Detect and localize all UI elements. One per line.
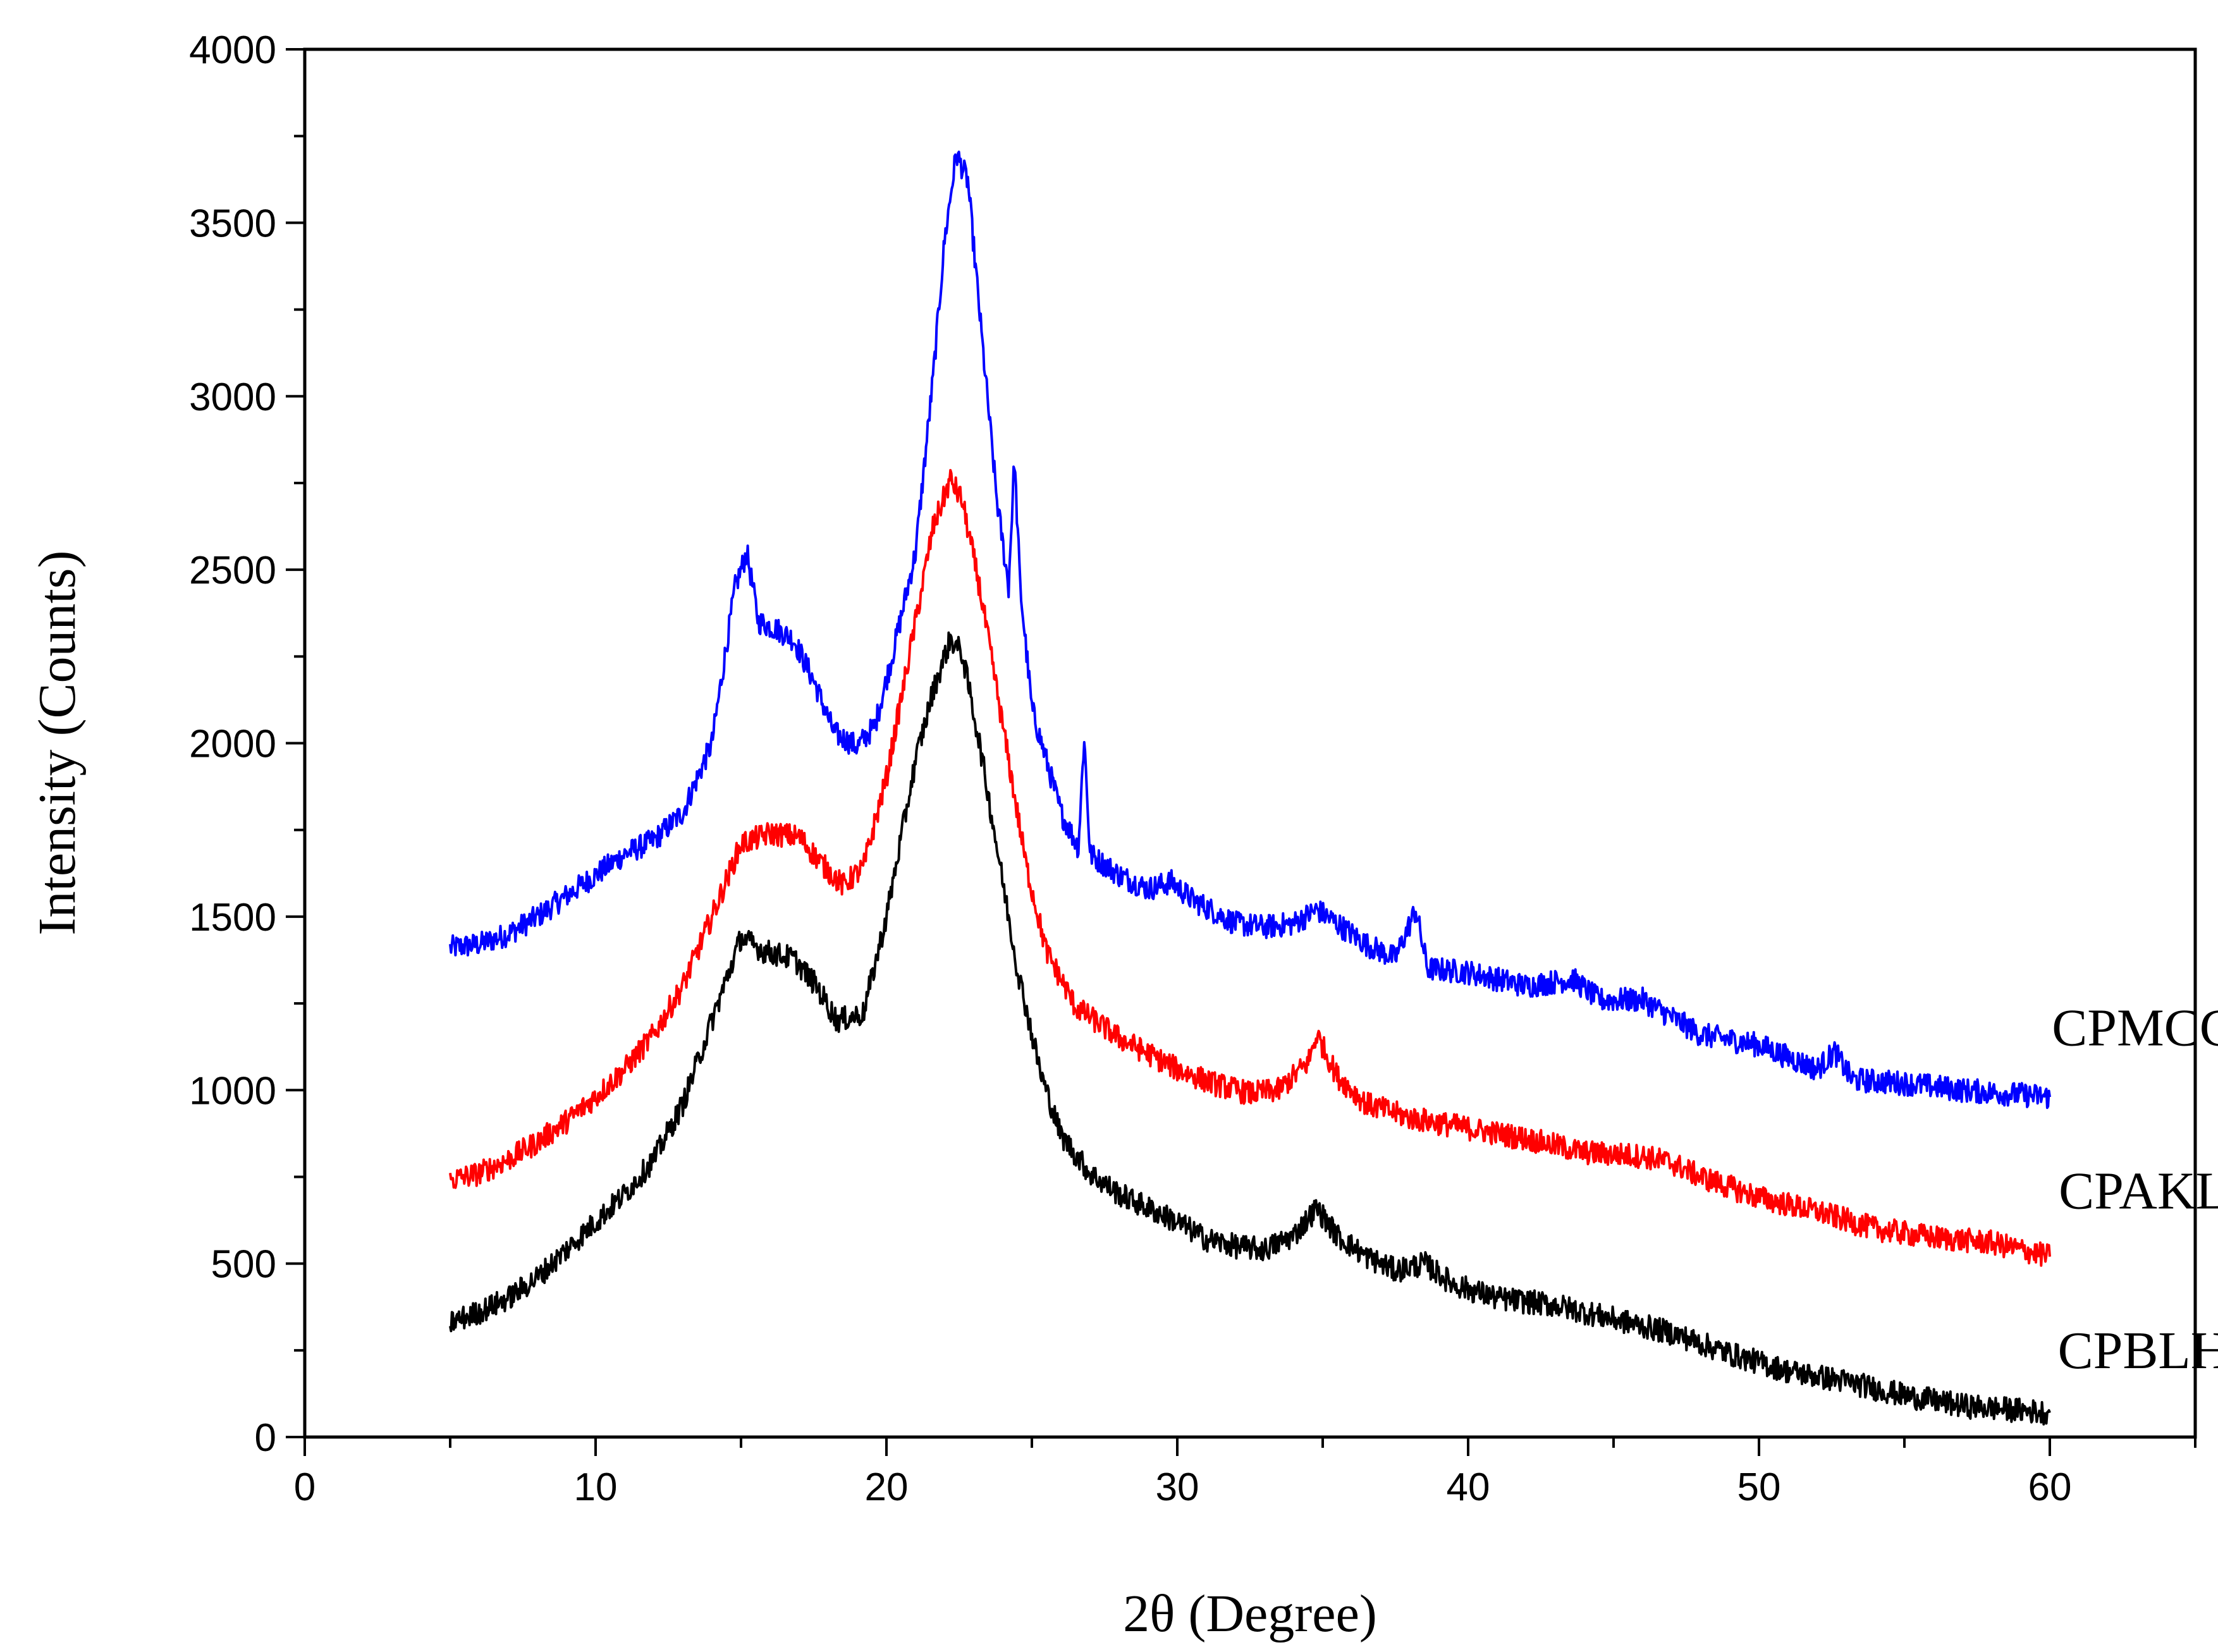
y-tick-label: 3000 xyxy=(189,376,276,419)
series-lines xyxy=(449,150,2051,1426)
axes: 0 10 20 30 40 50 60 0 500 1000 1500 2000 2500 3000 350… xyxy=(189,28,2197,1509)
series-line-cpmcc xyxy=(449,150,2051,1110)
x-tick-label: 20 xyxy=(865,1465,909,1509)
series-line-cpblh xyxy=(449,631,2051,1426)
y-tick-label: 1000 xyxy=(189,1069,276,1113)
y-tick-label: 4000 xyxy=(189,28,276,72)
y-axis-title: Intensity (Counts) xyxy=(28,551,87,936)
x-tick-label: 50 xyxy=(1737,1465,1781,1509)
x-tick-label: 40 xyxy=(1447,1465,1490,1509)
series-label-cpblh: CPBLH xyxy=(2058,1321,2218,1380)
x-tick-label: 60 xyxy=(2028,1465,2072,1509)
y-tick-label: 0 xyxy=(255,1416,276,1460)
y-tick-label: 2000 xyxy=(189,723,276,766)
y-tick-label: 500 xyxy=(211,1243,276,1287)
series-labels: CPMCC CPAKL CPBLH xyxy=(2052,998,2218,1380)
x-tick-label: 10 xyxy=(574,1465,618,1509)
x-axis-title: 2θ (Degree) xyxy=(1123,1584,1377,1643)
series-label-cpakl: CPAKL xyxy=(2059,1161,2218,1220)
x-tick-label: 30 xyxy=(1156,1465,1199,1509)
x-tick-label: 0 xyxy=(294,1465,316,1509)
y-tick-label: 1500 xyxy=(189,896,276,939)
y-tick-label: 2500 xyxy=(189,549,276,592)
series-label-cpmcc: CPMCC xyxy=(2052,998,2218,1057)
series-line-cpakl xyxy=(449,468,2051,1267)
y-tick-label: 3500 xyxy=(189,202,276,245)
